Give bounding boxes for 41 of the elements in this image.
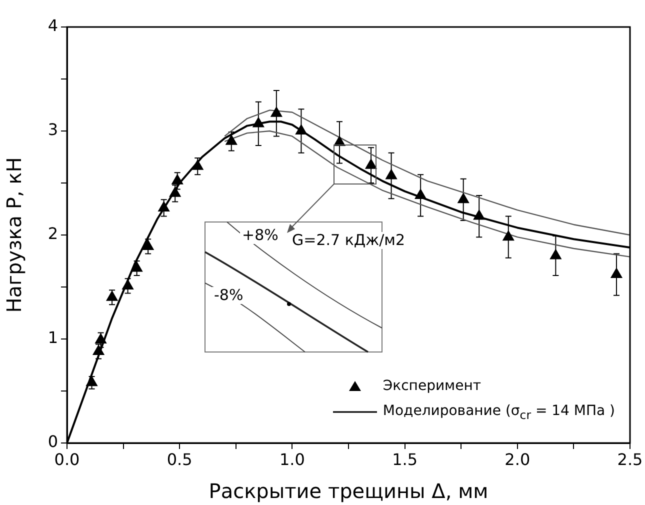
point (252, 117, 264, 128)
legend-label: Эксперимент (382, 378, 482, 394)
x-axis-title: Раскрытие трещины Δ, мм (208, 479, 488, 504)
point (226, 134, 238, 145)
point (158, 201, 170, 212)
point (95, 334, 106, 344)
x-tick-label: 0.5 (166, 450, 192, 469)
point (169, 186, 181, 197)
legend-label: Моделирование (σ$_{cr}$ = 14 МПа ) (382, 402, 615, 422)
point (414, 188, 426, 199)
point (365, 158, 377, 169)
annotation: +8% (240, 226, 280, 244)
point (106, 290, 118, 301)
point (86, 376, 98, 386)
point (473, 210, 485, 220)
point (458, 193, 470, 204)
y-axis-title: Нагрузка P, кН (2, 157, 26, 313)
point (270, 106, 282, 117)
point (502, 230, 514, 241)
y-tick-label: 4 (48, 16, 58, 36)
x-tick-label: 1.0 (279, 450, 305, 469)
point (122, 279, 134, 290)
annotation: -8% (212, 286, 246, 304)
y-tick-label: 3 (48, 120, 58, 140)
point (142, 240, 154, 250)
point (610, 268, 622, 278)
y-tick-label: 1 (48, 328, 58, 348)
point (192, 160, 204, 170)
point (172, 174, 184, 184)
x-tick-label: 2.0 (504, 450, 530, 469)
annotation: G=2.7 кДж/м2 (290, 231, 408, 249)
point (386, 169, 397, 180)
point (92, 344, 104, 355)
point (131, 262, 143, 272)
y-tick-label: 2 (48, 224, 58, 244)
x-tick-label: 1.5 (392, 450, 418, 469)
x-tick-label: 2.5 (617, 450, 643, 469)
x-tick-label: 0.0 (54, 450, 80, 469)
y-tick-label: 0 (48, 432, 58, 452)
point (550, 249, 562, 260)
point (296, 124, 307, 134)
